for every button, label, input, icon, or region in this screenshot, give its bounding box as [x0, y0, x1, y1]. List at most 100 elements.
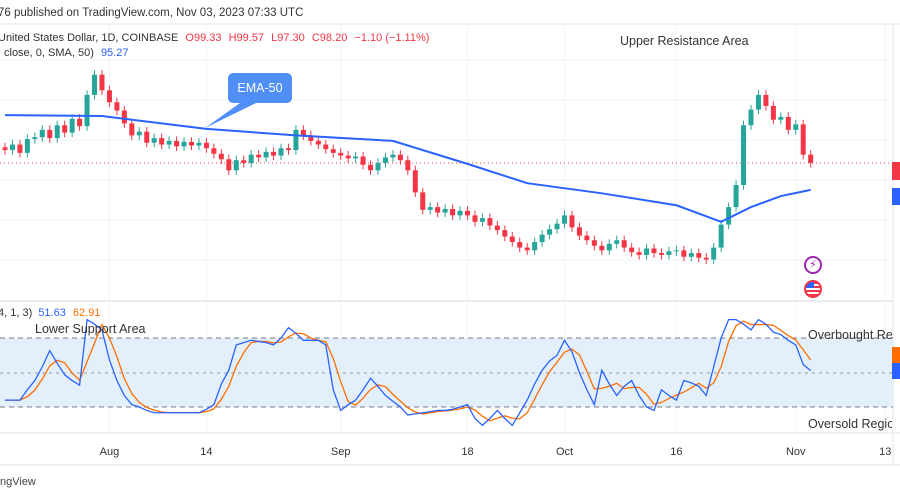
candle-body	[189, 141, 194, 146]
x-tick-label: Nov	[785, 446, 806, 458]
candle	[554, 219, 560, 234]
last-price-tag	[892, 162, 900, 180]
candle	[271, 147, 277, 161]
candle-body	[584, 235, 590, 241]
x-tick-label: Oct	[555, 446, 574, 458]
candle	[166, 136, 172, 150]
candle-body	[681, 250, 687, 257]
candle-body	[174, 140, 180, 147]
candle-body	[315, 140, 321, 145]
candle	[465, 206, 471, 220]
candle-body	[39, 129, 45, 138]
candle	[457, 206, 463, 220]
candle	[651, 243, 657, 258]
candle	[368, 160, 374, 175]
candle-body	[330, 149, 336, 153]
candle	[711, 242, 717, 265]
candle-body	[77, 118, 83, 127]
candle-body	[84, 94, 90, 127]
candle	[300, 125, 306, 140]
candle-body	[54, 125, 60, 139]
ema-callout-pointer	[205, 103, 256, 128]
candle-body	[770, 105, 776, 120]
candle	[211, 143, 217, 159]
candle-body	[494, 225, 500, 231]
stoch-params: 4, 1, 3)	[0, 307, 33, 319]
candle	[9, 139, 15, 155]
candle	[494, 220, 500, 235]
candle	[591, 235, 597, 251]
candle-body	[763, 94, 769, 106]
high-value: H99.57	[228, 32, 265, 44]
candle-body	[666, 251, 672, 255]
candle	[524, 242, 530, 255]
candle	[136, 127, 142, 140]
x-tick-label: Sep	[330, 446, 351, 458]
candle	[688, 248, 694, 262]
candle-body	[24, 139, 30, 153]
candle	[487, 213, 493, 231]
candle	[285, 143, 291, 155]
lightning-icon[interactable]: ⚡︎	[804, 256, 822, 274]
candle-body	[733, 185, 739, 208]
candle	[629, 242, 635, 257]
candle	[99, 70, 105, 95]
candle	[472, 210, 478, 227]
candle-body	[114, 102, 120, 111]
candle	[17, 139, 23, 158]
candle-body	[17, 144, 23, 153]
candle	[330, 144, 336, 158]
candle-body	[450, 208, 456, 216]
candle	[345, 151, 351, 163]
candle	[770, 101, 776, 125]
candle	[479, 213, 485, 227]
candle	[390, 150, 396, 163]
candle-body	[614, 240, 620, 244]
candle-body	[755, 94, 761, 110]
close-value: C98.20	[311, 32, 348, 44]
candle	[375, 158, 381, 175]
candle-body	[532, 242, 538, 251]
candle	[233, 155, 239, 175]
candle-body	[181, 141, 187, 147]
ma-params: close, 0, SMA, 50)	[4, 47, 94, 59]
candle	[32, 132, 38, 144]
candle	[308, 130, 314, 146]
candle-body	[554, 223, 560, 230]
candle-body	[9, 144, 15, 151]
candle	[644, 243, 650, 260]
candle-body	[465, 210, 471, 216]
candle	[636, 247, 642, 260]
candle	[315, 136, 321, 150]
k-value-tag	[892, 363, 900, 379]
candle-body	[144, 131, 150, 143]
lower-support-label: Lower Support Area	[35, 322, 146, 336]
candle-body	[218, 153, 224, 160]
candle	[569, 210, 575, 232]
d-value-tag	[892, 347, 900, 363]
candle-body	[62, 125, 68, 133]
candle-body	[271, 151, 277, 156]
oversold-label: Oversold Regio	[808, 417, 892, 431]
candle-body	[263, 151, 269, 158]
candle	[450, 204, 456, 220]
candle	[121, 105, 127, 129]
candle-body	[427, 207, 433, 210]
candle-body	[360, 156, 366, 165]
candle	[509, 231, 515, 247]
candle-body	[658, 253, 664, 255]
candle	[562, 210, 567, 229]
candle-body	[375, 162, 381, 171]
candle-body	[569, 215, 575, 228]
candle-body	[353, 156, 359, 159]
candle	[114, 97, 120, 116]
candle-body	[32, 137, 38, 140]
candle	[502, 225, 508, 242]
candle	[599, 241, 605, 255]
candle	[226, 154, 232, 175]
brand-watermark: ngView	[0, 476, 36, 488]
symbol-name: United States Dollar, 1D, COINBASE	[0, 32, 179, 44]
candle	[69, 114, 75, 138]
candle	[808, 150, 814, 168]
us-flag-icon[interactable]	[804, 280, 822, 298]
